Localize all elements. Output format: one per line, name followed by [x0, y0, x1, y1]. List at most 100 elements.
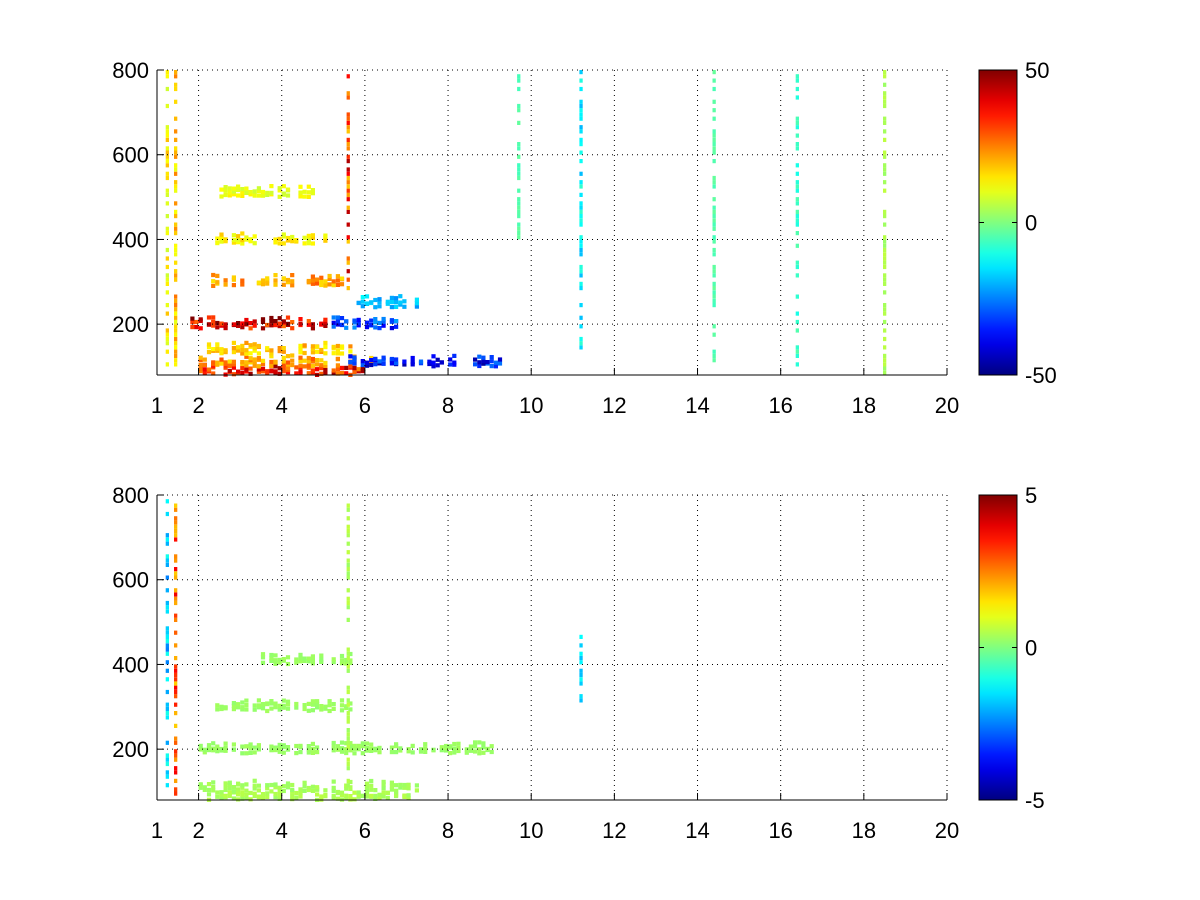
heatmap-cell — [202, 367, 207, 372]
heatmap-cell — [256, 783, 261, 788]
heatmap-cell — [319, 794, 324, 799]
heatmap-cell — [373, 796, 378, 801]
heatmap-cell — [435, 357, 440, 362]
heatmap-cell — [227, 780, 232, 785]
heatmap-cell — [281, 359, 286, 364]
heatmap-cell — [385, 299, 390, 304]
heatmap-cell — [290, 239, 295, 244]
heatmap-cell — [369, 322, 374, 328]
heatmap-cell — [356, 746, 361, 751]
heatmap-cell — [352, 355, 357, 360]
heatmap-cell — [406, 749, 411, 754]
heatmap-cell — [174, 307, 178, 312]
heatmap-cell — [795, 319, 799, 325]
heatmap-cell — [348, 364, 353, 369]
heatmap-cell — [364, 781, 370, 786]
heatmap-cell — [260, 189, 266, 195]
heatmap-cell — [481, 361, 486, 366]
heatmap-cell — [277, 657, 282, 662]
heatmap-cell — [344, 786, 349, 791]
heatmap-cell — [298, 659, 303, 664]
x-tick-label: 8 — [442, 818, 454, 843]
heatmap-cell — [795, 345, 799, 350]
heatmap-cell — [883, 116, 887, 121]
heatmap-cell — [165, 626, 169, 631]
heatmap-cell — [712, 184, 716, 189]
heatmap-cell — [281, 365, 286, 370]
heatmap-cell — [477, 360, 482, 365]
heatmap-cell — [377, 320, 382, 325]
heatmap-cell — [198, 369, 203, 374]
heatmap-cell — [712, 180, 716, 185]
heatmap-cell — [165, 264, 169, 270]
heatmap-cell — [579, 112, 583, 117]
heatmap-cell — [244, 348, 249, 353]
heatmap-cell — [260, 193, 266, 198]
heatmap-cell — [223, 705, 228, 710]
heatmap-cell — [373, 317, 378, 322]
heatmap-cell — [348, 779, 353, 785]
heatmap-cell — [795, 142, 799, 147]
heatmap-cell — [346, 728, 350, 733]
heatmap-cell — [260, 319, 266, 324]
heatmap-cell — [165, 761, 169, 767]
heatmap-cell — [369, 358, 374, 363]
heatmap-cell — [373, 788, 378, 793]
heatmap-cell — [364, 789, 370, 794]
heatmap-cell — [219, 790, 224, 795]
heatmap-cell — [174, 588, 178, 593]
heatmap-cell — [260, 278, 266, 283]
heatmap-cell — [398, 785, 403, 790]
heatmap-cell — [410, 743, 415, 748]
heatmap-cell — [346, 112, 350, 117]
heatmap-cell — [273, 661, 278, 666]
heatmap-cell — [215, 360, 220, 365]
heatmap-cell — [269, 348, 274, 353]
heatmap-cell — [165, 605, 169, 610]
heatmap-cell — [240, 347, 245, 353]
heatmap-cell — [206, 315, 212, 320]
heatmap-cell — [344, 319, 349, 324]
heatmap-cell — [174, 163, 178, 168]
heatmap-cell — [517, 74, 521, 79]
heatmap-cell — [252, 778, 257, 783]
heatmap-cell — [165, 689, 169, 695]
heatmap-cell — [364, 784, 370, 789]
heatmap-cell — [165, 541, 169, 546]
heatmap-cell — [260, 326, 266, 331]
heatmap-cell — [356, 317, 361, 322]
heatmap-cell — [443, 743, 449, 749]
heatmap-cell — [394, 750, 399, 755]
heatmap-cell — [306, 359, 311, 364]
heatmap-cell — [269, 323, 274, 328]
heatmap-cell — [346, 647, 350, 652]
heatmap-cell — [346, 239, 350, 244]
heatmap-cell — [174, 558, 178, 563]
heatmap-cell — [231, 742, 236, 747]
heatmap-cell — [256, 747, 261, 752]
heatmap-cell — [394, 300, 399, 305]
heatmap-cell — [211, 746, 216, 751]
heatmap-cell — [473, 357, 478, 362]
x-tick-label: 18 — [852, 393, 876, 418]
heatmap-cell — [174, 137, 178, 142]
heatmap-cell — [315, 705, 320, 710]
heatmap-cell — [194, 319, 199, 325]
heatmap-cell — [315, 367, 320, 372]
heatmap-cell — [335, 747, 340, 752]
heatmap-cell — [712, 353, 716, 358]
heatmap-cell — [174, 630, 178, 635]
heatmap-cell — [236, 187, 241, 193]
heatmap-cell — [174, 685, 178, 690]
heatmap-cell — [331, 371, 336, 376]
heatmap-cell — [883, 82, 887, 87]
heatmap-cell — [277, 707, 282, 712]
heatmap-cell — [206, 367, 212, 372]
heatmap-cell — [579, 694, 583, 699]
heatmap-cell — [489, 744, 494, 749]
heatmap-cell — [517, 171, 521, 176]
heatmap-cell — [310, 235, 315, 240]
heatmap-cell — [252, 360, 257, 365]
heatmap-cell — [174, 214, 178, 219]
heatmap-cell — [165, 349, 169, 354]
